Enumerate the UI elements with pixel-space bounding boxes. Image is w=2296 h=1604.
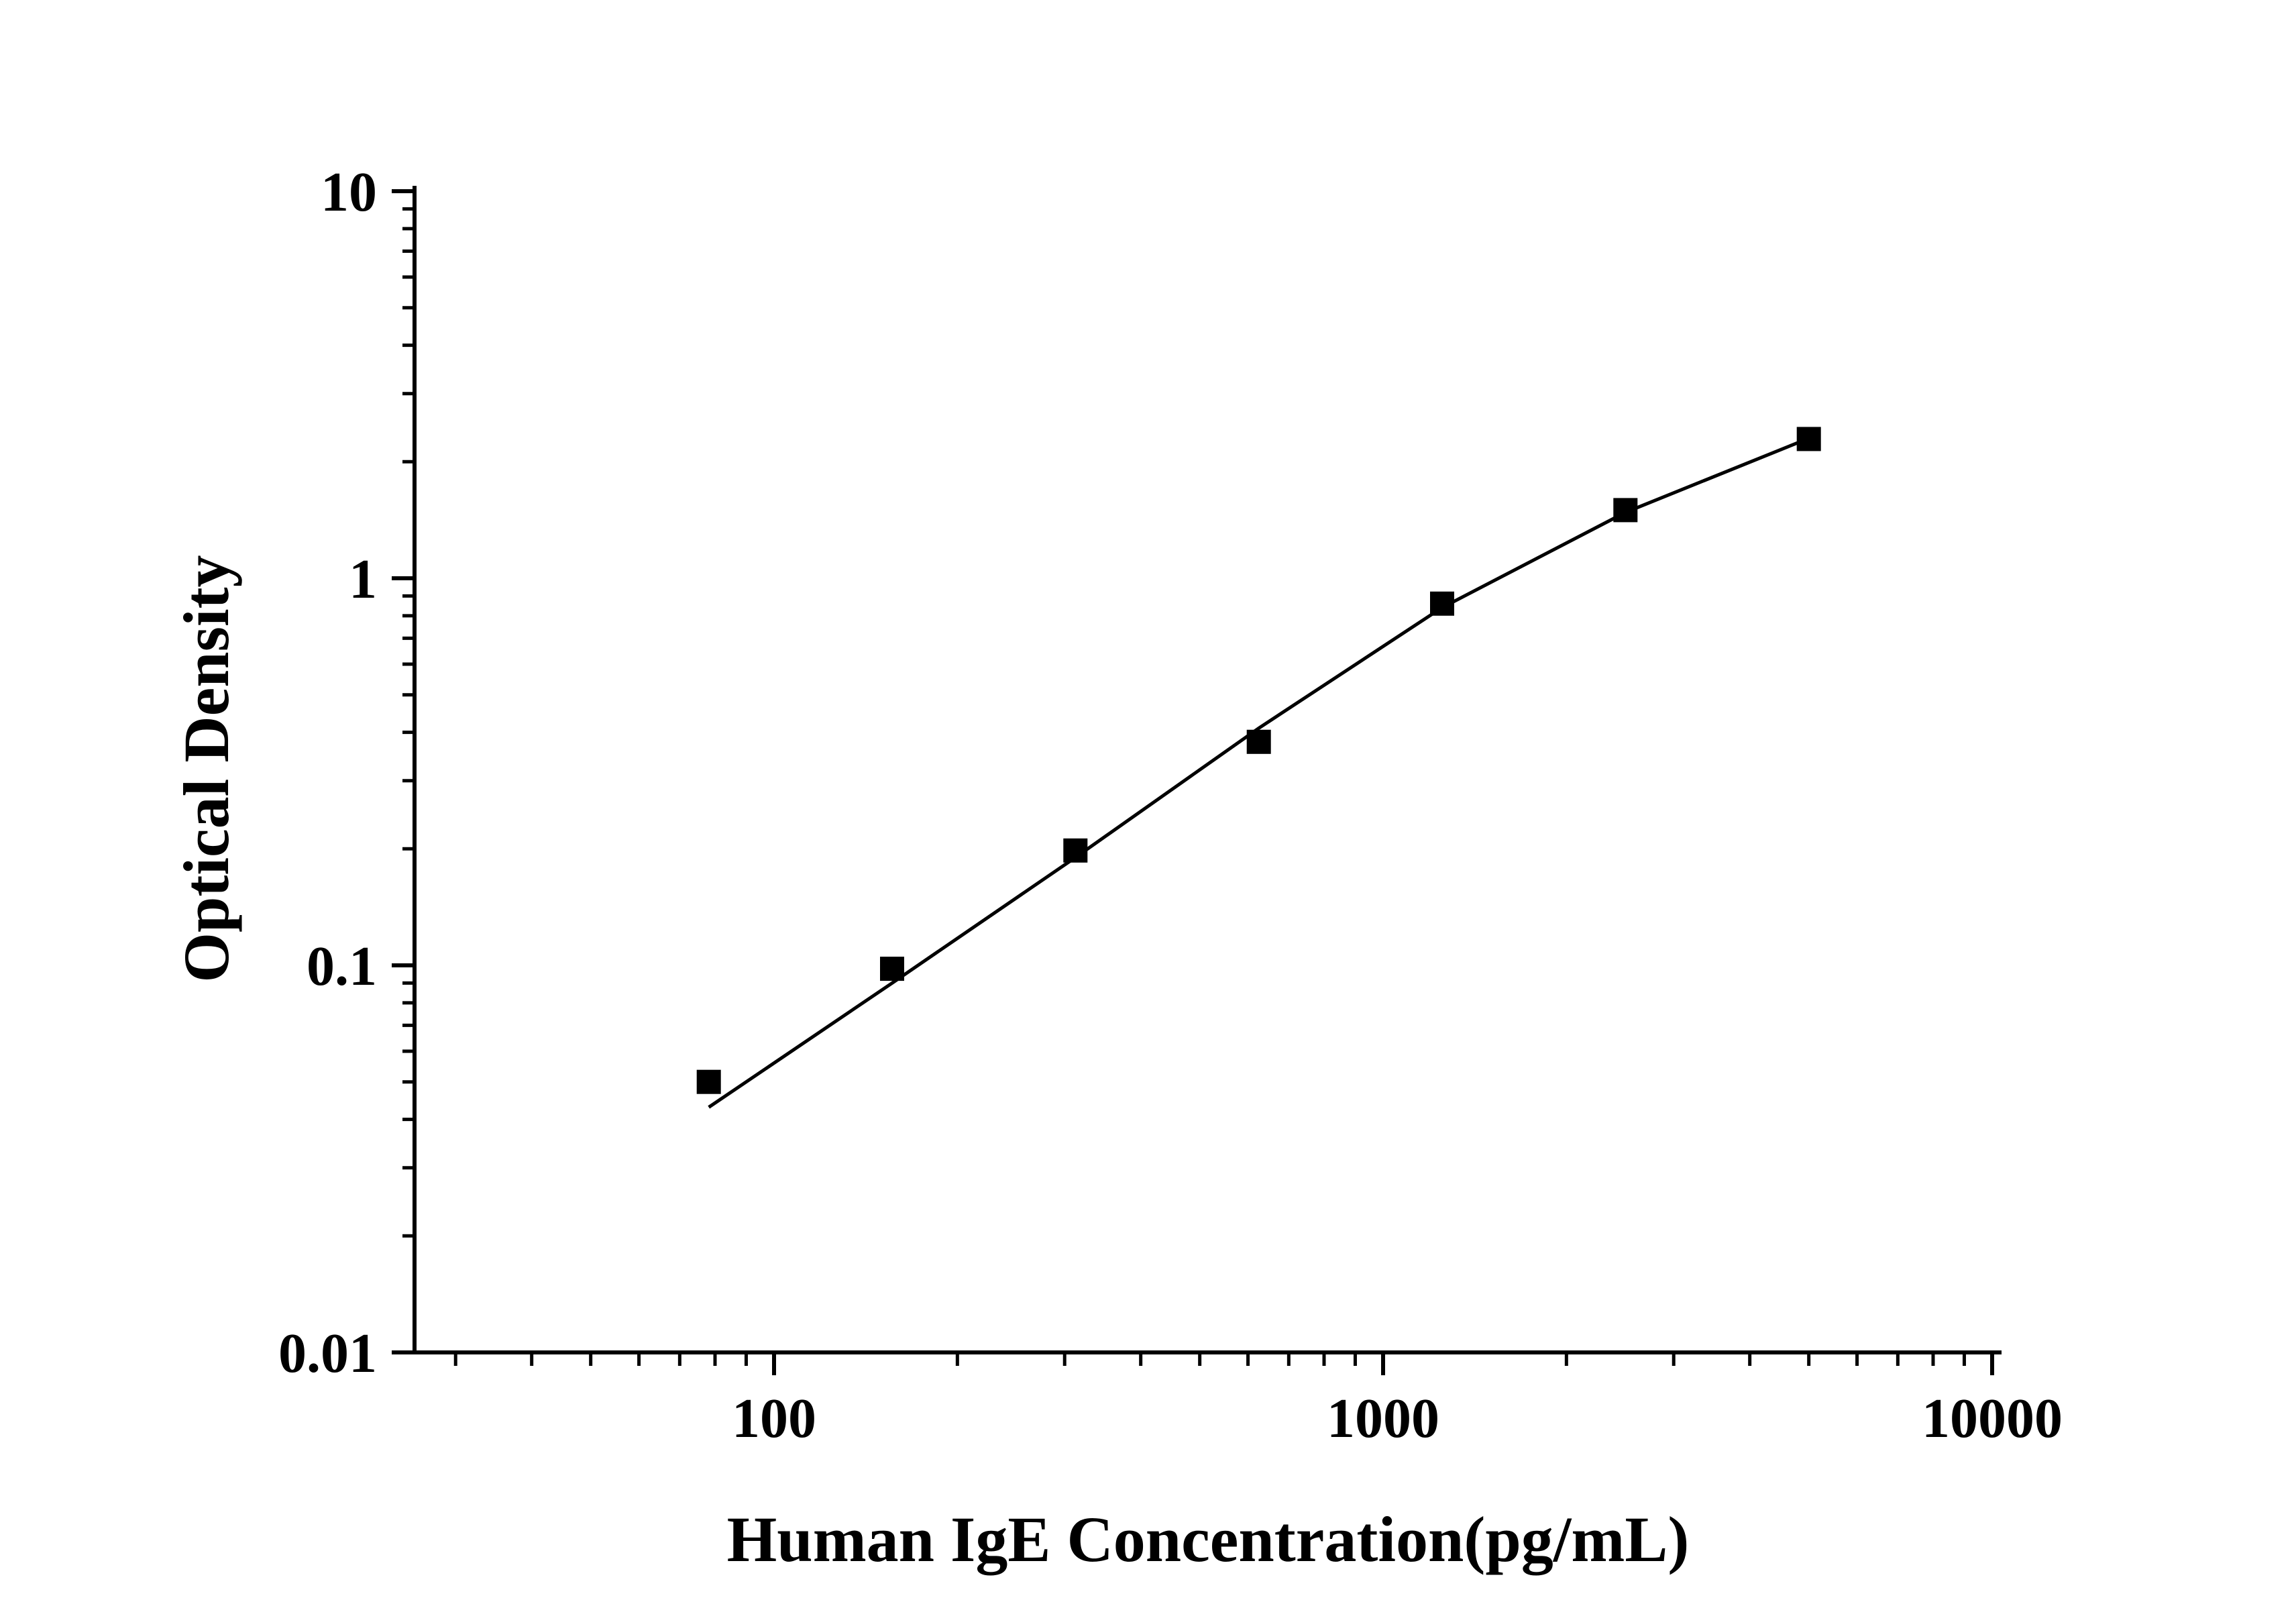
- y-axis-title: Optical Density: [170, 555, 242, 982]
- y-tick-label: 10: [321, 161, 377, 223]
- x-tick-label: 100: [732, 1387, 816, 1450]
- y-ticks: 0.01 0.1 1 10: [278, 161, 415, 1385]
- y-tick-label: 0.01: [278, 1322, 377, 1385]
- data-point: [1613, 498, 1638, 523]
- data-point: [1430, 591, 1454, 616]
- y-tick-label: 0.1: [307, 935, 377, 998]
- x-ticks: 100 1000 10000: [453, 1352, 2063, 1450]
- y-tick-label: 1: [349, 548, 377, 610]
- x-tick-label: 10000: [1922, 1387, 2063, 1450]
- data-point: [1246, 729, 1271, 754]
- fit-line: [708, 436, 1810, 1109]
- data-point: [1063, 838, 1088, 863]
- data-point: [1796, 427, 1821, 451]
- x-axis-title: Human IgE Concentration(pg/mL): [727, 1503, 1690, 1575]
- data-points: [696, 427, 1821, 1094]
- data-point: [880, 957, 904, 981]
- axes: [413, 186, 2002, 1354]
- data-point: [696, 1069, 721, 1094]
- fit-curve: [708, 436, 1810, 1109]
- x-tick-label: 1000: [1327, 1387, 1439, 1450]
